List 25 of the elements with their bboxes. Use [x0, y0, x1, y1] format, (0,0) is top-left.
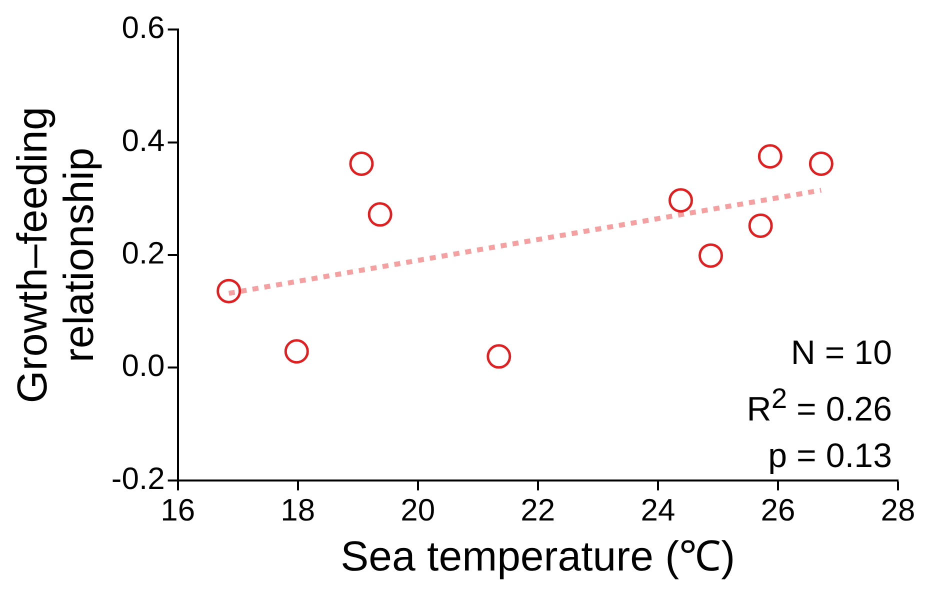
x-tick-label: 18 [280, 492, 316, 528]
x-tick-label: 22 [520, 492, 556, 528]
y-tick-label: 0.0 [122, 348, 165, 384]
point [486, 344, 512, 369]
point [216, 278, 242, 304]
point [349, 151, 374, 176]
point [284, 339, 309, 364]
y-tick-label: 0.4 [122, 122, 165, 158]
point [698, 243, 724, 268]
x-tick-label: 20 [400, 492, 436, 528]
point [368, 202, 392, 227]
x-tick-label: 28 [880, 492, 916, 528]
x-axis-title: Sea temperature (℃) [340, 532, 736, 580]
x-tick-label: 26 [760, 492, 796, 528]
y-tick-label: 0.6 [122, 10, 165, 46]
x-tick-label: 24 [640, 492, 676, 528]
point [808, 151, 834, 176]
point [668, 188, 693, 213]
y-axis-title: Growth–feeding relationship [8, 106, 102, 404]
point [758, 144, 782, 169]
y-tick-label: 0.2 [122, 236, 165, 271]
annotation: p = 0.13 [767, 436, 892, 477]
point [748, 213, 773, 238]
annotation: N = 10 [790, 333, 892, 374]
annotation: R$^{2}$ = 0.26 [746, 382, 892, 431]
